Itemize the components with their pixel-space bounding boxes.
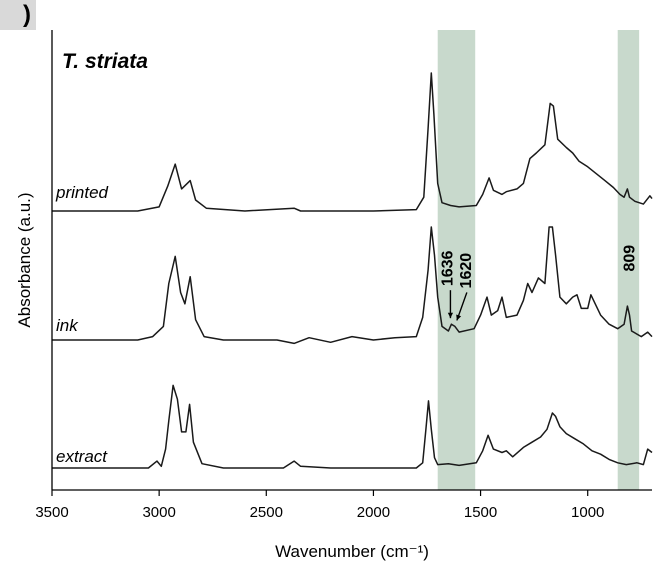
panel-label: ) [23, 1, 31, 28]
highlight-band-1 [437, 30, 476, 490]
y-axis-label: Absorbance (a.u.) [15, 192, 34, 327]
series-label-extract: extract [56, 447, 108, 466]
series-line-ink [52, 226, 653, 345]
x-tick-label-3000: 3000 [142, 504, 175, 521]
annotation-1636: 1636 [439, 250, 456, 286]
chart-title: T. striata [62, 50, 148, 73]
x-tick-label-1500: 1500 [464, 504, 497, 521]
x-tick-label-2500: 2500 [250, 504, 283, 521]
x-tick-label-1000: 1000 [571, 504, 604, 521]
series-line-extract [52, 384, 653, 469]
x-tick-label-3500: 3500 [35, 504, 68, 521]
highlight-band-2 [617, 30, 640, 490]
spectra-series [52, 72, 653, 469]
annotation-arrow-head-1620 [456, 314, 462, 321]
panel-label-background [0, 0, 36, 30]
peak-annotations: 1636 1620 809 [439, 245, 639, 321]
x-axis-label: Wavenumber (cm⁻¹) [275, 542, 429, 561]
series-line-printed [52, 72, 653, 212]
annotation-1620: 1620 [458, 253, 475, 289]
series-label-printed: printed [55, 183, 109, 202]
annotation-809: 809 [622, 245, 639, 272]
highlight-bands [437, 30, 640, 490]
x-axis-ticks: 3500 3000 2500 2000 1500 1000 [35, 490, 604, 521]
series-label-ink: ink [56, 316, 79, 335]
series-labels: printed ink extract [55, 183, 109, 466]
annotation-arrow-head-1636 [447, 312, 454, 319]
x-tick-label-2000: 2000 [357, 504, 390, 521]
